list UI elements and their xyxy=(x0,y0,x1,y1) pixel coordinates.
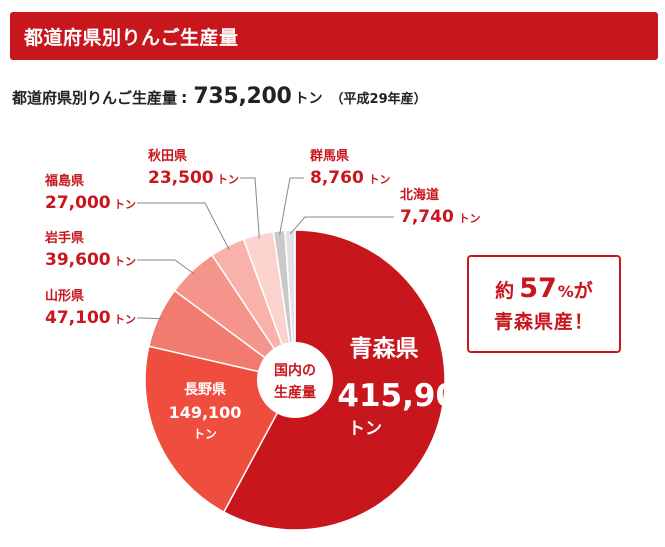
summary-note: （平成29年産） xyxy=(330,92,427,107)
leader-line-5 xyxy=(240,177,260,239)
callout-percent: 57 xyxy=(519,272,557,304)
summary-label: 都道府県別りんご生産量 xyxy=(12,89,178,107)
slice-label-unit-1: トン xyxy=(193,427,217,441)
slice-label-unit-2: トン xyxy=(114,313,136,326)
slice-label-unit-6: トン xyxy=(369,173,391,186)
total-summary: 都道府県別りんご生産量 : 735,200 トン （平成29年産） xyxy=(12,84,427,109)
leader-line-2 xyxy=(137,317,163,320)
leader-line-7 xyxy=(289,216,394,235)
slice-label-value-6: 8,760 xyxy=(310,168,364,188)
slice-label-name-6: 群馬県 xyxy=(310,148,349,164)
slice-label-value-5: 23,500 xyxy=(148,168,214,188)
slice-label-name-5: 秋田県 xyxy=(148,148,187,164)
callout-percent-sign: % xyxy=(557,281,574,301)
leader-line-6 xyxy=(279,177,304,235)
summary-value: 735,200 xyxy=(193,84,292,109)
pie-center-label-0: 国内の xyxy=(274,362,316,379)
pie-slice-1 xyxy=(144,345,297,514)
callout-suffix: が xyxy=(573,279,593,302)
slice-label-value-3: 39,600 xyxy=(45,250,111,270)
slice-label-unit-4: トン xyxy=(114,198,136,211)
slice-label-name-7: 北海道 xyxy=(400,187,439,203)
slice-label-unit-3: トン xyxy=(114,255,136,268)
slice-label-unit-0: トン xyxy=(348,419,382,439)
leader-line-4 xyxy=(137,202,230,250)
slice-label-value-1: 149,100 xyxy=(169,403,242,422)
pie-center-hole xyxy=(257,342,333,418)
pie-center-label-1: 生産量 xyxy=(274,384,316,401)
pie-slice-0 xyxy=(222,229,446,531)
summary-unit: トン xyxy=(294,91,323,107)
slice-label-value-2: 47,100 xyxy=(45,308,111,328)
slice-label-value-0: 415,900 xyxy=(337,378,478,414)
aomori-share-callout: 約 57 % が 青森県産！ xyxy=(467,255,621,353)
slice-label-unit-5: トン xyxy=(217,173,239,186)
callout-prefix: 約 xyxy=(495,279,515,302)
section-title: 都道府県別りんご生産量 xyxy=(24,26,239,49)
summary-separator: : xyxy=(181,88,188,107)
section-header: 都道府県別りんご生産量 xyxy=(10,12,658,60)
slice-label-unit-7: トン xyxy=(459,212,481,225)
slice-label-value-7: 7,740 xyxy=(400,207,454,227)
slice-label-name-4: 福島県 xyxy=(44,173,84,189)
slice-label-name-2: 山形県 xyxy=(45,288,84,304)
slice-label-name-3: 岩手県 xyxy=(44,230,84,246)
slice-label-value-4: 27,000 xyxy=(45,193,111,213)
slice-label-name-1: 長野県 xyxy=(184,382,226,398)
slice-label-name-0: 青森県 xyxy=(350,335,419,362)
callout-line-1: 約 57 % が xyxy=(495,273,593,308)
callout-line-2: 青森県産！ xyxy=(493,310,594,333)
leader-line-3 xyxy=(137,259,195,275)
